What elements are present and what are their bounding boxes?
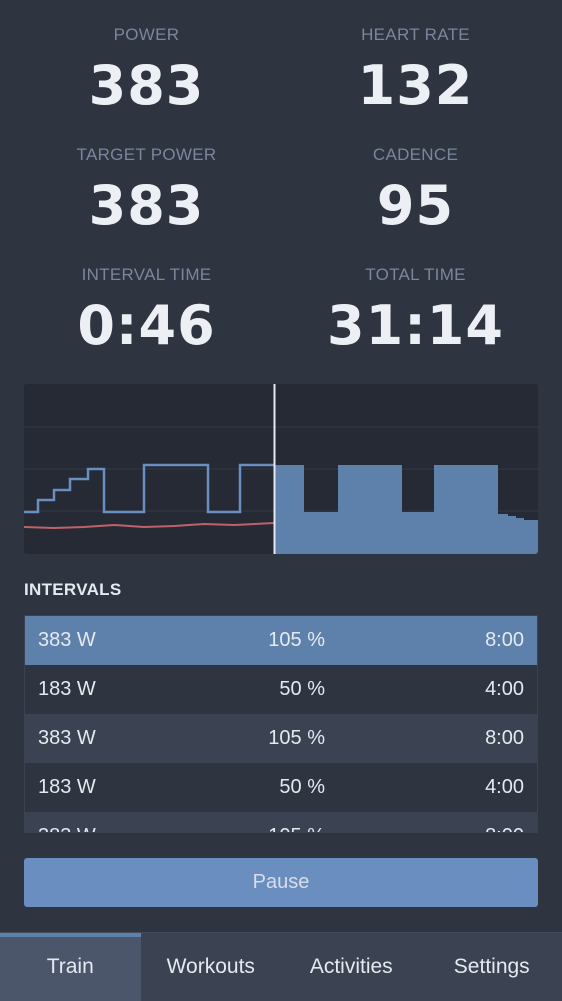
bottom-nav: Train Workouts Activities Settings (0, 932, 562, 1001)
interval-percent: 50 % (228, 678, 325, 701)
target-power-metric: TARGET POWER 383 (6, 144, 287, 238)
workout-chart-svg (24, 384, 538, 554)
intervals-list[interactable]: 383 W 105 % 8:00 183 W 50 % 4:00 383 W 1… (24, 615, 538, 833)
interval-duration: 8:00 (325, 825, 524, 833)
tab-workouts[interactable]: Workouts (141, 933, 282, 1001)
interval-duration: 4:00 (325, 678, 524, 701)
total-time-label: TOTAL TIME (275, 264, 556, 286)
interval-row[interactable]: 383 W 105 % 8:00 (25, 714, 537, 763)
target-power-label: TARGET POWER (6, 144, 287, 166)
metrics-panel: POWER 383 HEART RATE 132 TARGET POWER 38… (0, 0, 562, 380)
intervals-heading: INTERVALS (24, 580, 121, 600)
heart-rate-label: HEART RATE (275, 24, 556, 46)
cadence-value: 95 (275, 174, 556, 238)
tab-settings[interactable]: Settings (422, 933, 562, 1001)
interval-power: 183 W (38, 678, 228, 701)
power-label: POWER (6, 24, 287, 46)
interval-percent: 105 % (228, 629, 325, 652)
interval-time-metric: INTERVAL TIME 0:46 (6, 264, 287, 358)
interval-power: 383 W (38, 825, 228, 833)
tab-activities[interactable]: Activities (281, 933, 422, 1001)
tab-train[interactable]: Train (0, 933, 141, 1001)
cadence-label: CADENCE (275, 144, 556, 166)
total-time-value: 31:14 (275, 294, 556, 358)
interval-percent: 50 % (228, 776, 325, 799)
interval-row[interactable]: 183 W 50 % 4:00 (25, 763, 537, 812)
power-metric: POWER 383 (6, 24, 287, 118)
interval-row[interactable]: 383 W 105 % 8:00 (25, 616, 537, 665)
workout-chart (24, 384, 538, 554)
interval-time-value: 0:46 (6, 294, 287, 358)
interval-power: 383 W (38, 727, 228, 750)
interval-percent: 105 % (228, 825, 325, 833)
interval-duration: 8:00 (325, 727, 524, 750)
pause-button[interactable]: Pause (24, 858, 538, 907)
cadence-metric: CADENCE 95 (275, 144, 556, 238)
interval-time-label: INTERVAL TIME (6, 264, 287, 286)
interval-row[interactable]: 383 W 105 % 8:00 (25, 812, 537, 833)
target-power-value: 383 (6, 174, 287, 238)
heart-rate-metric: HEART RATE 132 (275, 24, 556, 118)
interval-duration: 4:00 (325, 776, 524, 799)
total-time-metric: TOTAL TIME 31:14 (275, 264, 556, 358)
interval-duration: 8:00 (325, 629, 524, 652)
interval-power: 383 W (38, 629, 228, 652)
interval-percent: 105 % (228, 727, 325, 750)
interval-power: 183 W (38, 776, 228, 799)
interval-row[interactable]: 183 W 50 % 4:00 (25, 665, 537, 714)
power-value: 383 (6, 54, 287, 118)
heart-rate-value: 132 (275, 54, 556, 118)
